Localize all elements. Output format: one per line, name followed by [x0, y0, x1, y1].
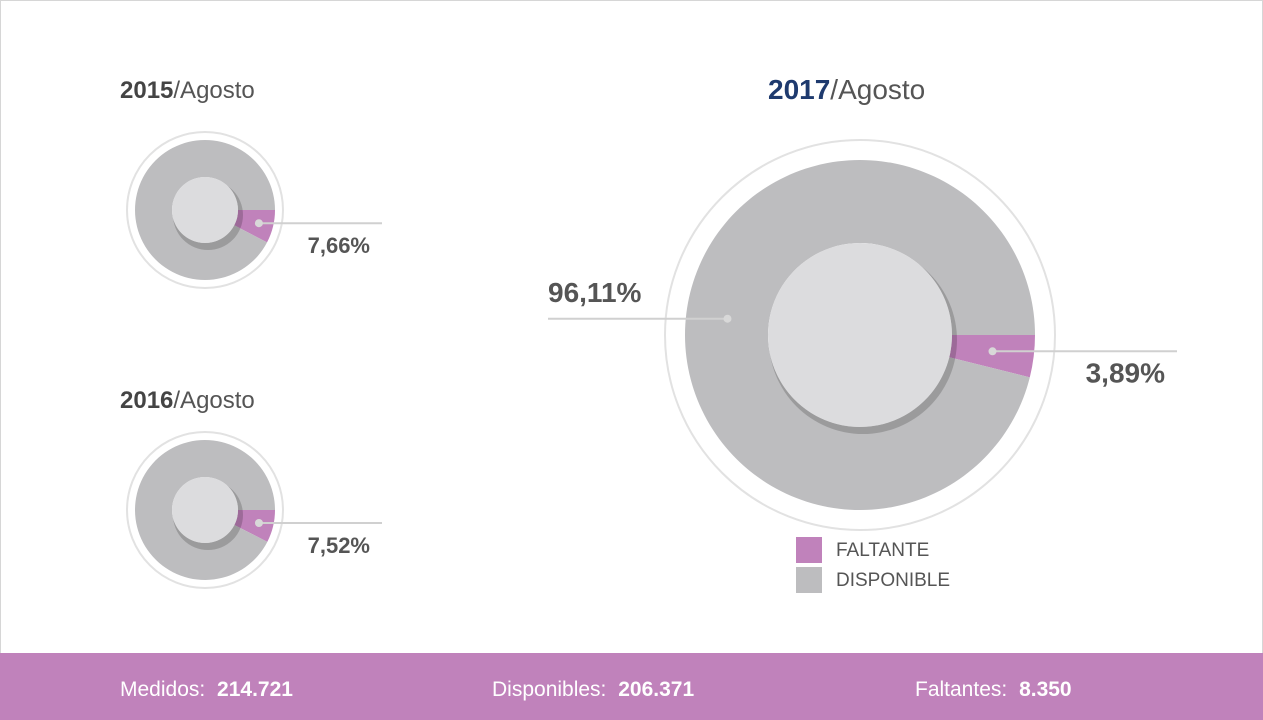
footer-stat: Disponibles: 206.371 [492, 678, 694, 701]
footer-label: Faltantes: [915, 678, 1013, 701]
leader-dot [988, 347, 997, 356]
title-month: /Agosto [173, 387, 254, 414]
legend-swatch [796, 537, 822, 563]
inner-disk [172, 177, 238, 243]
value-label: 7,52% [308, 533, 370, 558]
footer-stat: Medidos: 214.721 [120, 678, 293, 701]
title-month: /Agosto [173, 77, 254, 104]
footer-value: 8.350 [1019, 678, 1072, 701]
chart-title: 2015/Agosto [120, 77, 255, 104]
footer-value: 214.721 [217, 678, 293, 701]
legend-label: FALTANTE [836, 540, 929, 561]
inner-disk [172, 477, 238, 543]
title-month: /Agosto [830, 74, 925, 105]
leader-dot [723, 314, 732, 323]
pie-slice [234, 510, 275, 542]
value-label: 7,66% [308, 233, 370, 258]
pie-slice [234, 210, 275, 243]
title-year: 2017 [768, 74, 830, 105]
footer-label: Medidos: [120, 678, 211, 701]
chart-title: 2017/Agosto [768, 74, 925, 105]
title-year: 2016 [120, 387, 173, 414]
legend-swatch [796, 567, 822, 593]
footer-label: Disponibles: [492, 678, 612, 701]
leader-dot [254, 219, 263, 228]
pie-slice [135, 139, 275, 280]
pie-slice [949, 335, 1035, 378]
inner-disk [768, 243, 952, 427]
legend-label: DISPONIBLE [836, 570, 950, 591]
pie-slice [135, 439, 275, 580]
title-year: 2015 [120, 77, 173, 104]
footer-bar [0, 653, 1263, 720]
footer-value: 206.371 [618, 678, 694, 701]
footer-stat: Faltantes: 8.350 [915, 678, 1072, 701]
value-label: 96,11% [548, 277, 642, 308]
leader-dot [254, 518, 263, 527]
value-label: 3,89% [1086, 358, 1165, 389]
pie-slice [685, 160, 1035, 511]
chart-title: 2016/Agosto [120, 387, 255, 414]
